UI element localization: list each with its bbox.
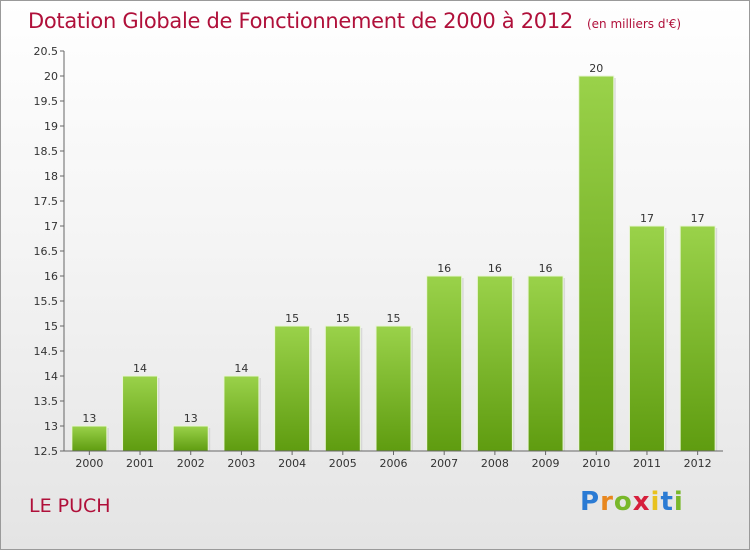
data-label: 15: [387, 312, 401, 325]
data-label: 13: [184, 412, 198, 425]
y-tick-label: 20: [44, 70, 58, 83]
y-tick-label: 12.5: [34, 445, 59, 458]
y-tick-label: 16.5: [34, 245, 59, 258]
x-tick-label: 2003: [227, 457, 255, 470]
data-label: 14: [133, 362, 147, 375]
x-tick-label: 2006: [380, 457, 408, 470]
logo-letter: r: [600, 487, 614, 517]
data-label: 15: [336, 312, 350, 325]
data-label: 17: [691, 212, 705, 225]
x-tick-label: 2007: [430, 457, 458, 470]
bar: [679, 225, 716, 452]
y-tick-label: 15.5: [34, 295, 59, 308]
bar: [71, 425, 108, 452]
bar: [375, 325, 412, 452]
bar: [527, 275, 564, 452]
data-label: 14: [234, 362, 248, 375]
commune-name: LE PUCH: [29, 495, 111, 517]
bar: [223, 375, 260, 452]
bar: [476, 275, 513, 452]
bar: [426, 275, 463, 452]
x-tick-label: 2009: [532, 457, 560, 470]
data-label: 13: [82, 412, 96, 425]
y-tick-label: 19.5: [34, 95, 59, 108]
y-tick-label: 19: [44, 120, 58, 133]
x-tick-label: 2001: [126, 457, 154, 470]
bar: [274, 325, 311, 452]
y-tick-label: 13.5: [34, 395, 59, 408]
unit-note: (en milliers d'€): [586, 17, 682, 31]
bar: [172, 425, 209, 452]
y-tick-label: 18: [44, 170, 58, 183]
x-tick-label: 2012: [684, 457, 712, 470]
logo-letter: x: [632, 487, 651, 517]
data-label: 16: [488, 262, 502, 275]
y-tick-label: 17: [44, 220, 58, 233]
y-tick-label: 15: [44, 320, 58, 333]
data-label: 16: [437, 262, 451, 275]
bar: [324, 325, 361, 452]
data-label: 15: [285, 312, 299, 325]
logo-letter: o: [613, 487, 633, 517]
x-tick-label: 2002: [177, 457, 205, 470]
x-tick-label: 2008: [481, 457, 509, 470]
logo-letter: i: [650, 487, 661, 517]
y-tick-label: 16: [44, 270, 58, 283]
x-tick-label: 2011: [633, 457, 661, 470]
y-tick-label: 17.5: [34, 195, 59, 208]
x-tick-label: 2004: [278, 457, 306, 470]
logo-letter: i: [673, 487, 684, 517]
logo-letter: t: [660, 487, 674, 517]
x-tick-label: 2000: [75, 457, 103, 470]
y-tick-label: 14.5: [34, 345, 59, 358]
x-tick-label: 2005: [329, 457, 357, 470]
data-label: 17: [640, 212, 654, 225]
bar: [578, 75, 615, 452]
y-tick-label: 18.5: [34, 145, 59, 158]
x-tick-label: 2010: [582, 457, 610, 470]
proxiti-logo: Proxiti: [580, 487, 684, 517]
data-label: 16: [539, 262, 553, 275]
logo-letter: P: [580, 487, 601, 517]
bar: [628, 225, 665, 452]
bar: [122, 375, 159, 452]
chart-title: Dotation Globale de Fonctionnement de 20…: [28, 9, 682, 33]
y-tick-label: 14: [44, 370, 58, 383]
y-tick-label: 13: [44, 420, 58, 433]
y-tick-label: 20.5: [34, 45, 59, 58]
data-label: 20: [589, 62, 603, 75]
